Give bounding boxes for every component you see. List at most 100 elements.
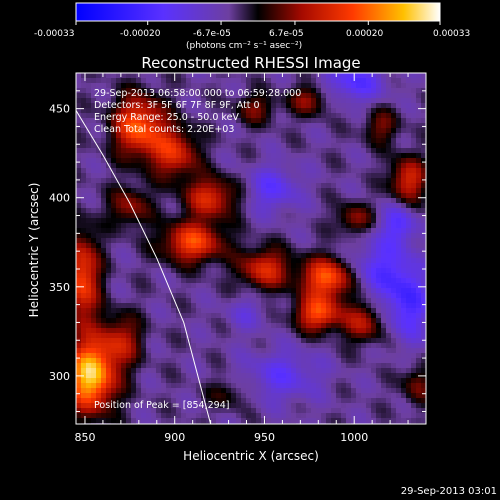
heatmap-pixel bbox=[256, 198, 261, 203]
heatmap-pixel bbox=[221, 133, 226, 138]
heatmap-pixel bbox=[301, 288, 306, 293]
heatmap-pixel bbox=[321, 413, 326, 418]
heatmap-pixel bbox=[151, 198, 156, 203]
heatmap-pixel bbox=[196, 103, 201, 108]
heatmap-pixel bbox=[346, 133, 351, 138]
heatmap-pixel bbox=[166, 208, 171, 213]
heatmap-pixel bbox=[416, 178, 421, 183]
heatmap-pixel bbox=[341, 78, 346, 83]
heatmap-pixel bbox=[181, 163, 186, 168]
heatmap-pixel bbox=[286, 228, 291, 233]
heatmap-pixel bbox=[226, 183, 231, 188]
heatmap-pixel bbox=[371, 393, 376, 398]
heatmap-pixel bbox=[211, 198, 216, 203]
heatmap-pixel bbox=[261, 413, 266, 418]
heatmap-pixel bbox=[121, 298, 126, 303]
heatmap-pixel bbox=[276, 218, 281, 223]
heatmap-pixel bbox=[396, 103, 401, 108]
heatmap-pixel bbox=[316, 368, 321, 373]
heatmap-pixel bbox=[406, 208, 411, 213]
heatmap-pixel bbox=[196, 268, 201, 273]
heatmap-pixel bbox=[346, 298, 351, 303]
heatmap-pixel bbox=[281, 388, 286, 393]
heatmap-pixel bbox=[216, 148, 221, 153]
heatmap-pixel bbox=[111, 338, 116, 343]
heatmap-pixel bbox=[386, 88, 391, 93]
heatmap-pixel bbox=[346, 313, 351, 318]
heatmap-pixel bbox=[311, 173, 316, 178]
heatmap-pixel bbox=[211, 158, 216, 163]
heatmap-pixel bbox=[166, 403, 171, 408]
heatmap-pixel bbox=[296, 328, 301, 333]
heatmap-pixel bbox=[141, 383, 146, 388]
heatmap-pixel bbox=[196, 83, 201, 88]
heatmap-pixel bbox=[421, 143, 426, 148]
heatmap-pixel bbox=[81, 388, 86, 393]
heatmap-pixel bbox=[301, 273, 306, 278]
heatmap-pixel bbox=[116, 333, 121, 338]
heatmap-pixel bbox=[146, 268, 151, 273]
heatmap-pixel bbox=[321, 353, 326, 358]
heatmap-pixel bbox=[361, 133, 366, 138]
heatmap-pixel bbox=[316, 383, 321, 388]
heatmap-pixel bbox=[306, 358, 311, 363]
heatmap-pixel bbox=[126, 253, 131, 258]
heatmap-pixel bbox=[321, 83, 326, 88]
heatmap-pixel bbox=[261, 203, 266, 208]
heatmap-pixel bbox=[126, 143, 131, 148]
heatmap-pixel bbox=[311, 148, 316, 153]
heatmap-pixel bbox=[161, 193, 166, 198]
heatmap-pixel bbox=[91, 178, 96, 183]
heatmap-pixel bbox=[311, 278, 316, 283]
heatmap-pixel bbox=[291, 198, 296, 203]
heatmap-pixel bbox=[256, 223, 261, 228]
heatmap-pixel bbox=[151, 338, 156, 343]
heatmap-pixel bbox=[261, 243, 266, 248]
heatmap-pixel bbox=[366, 103, 371, 108]
heatmap-pixel bbox=[231, 178, 236, 183]
heatmap-pixel bbox=[336, 393, 341, 398]
heatmap-pixel bbox=[266, 138, 271, 143]
heatmap-pixel bbox=[296, 303, 301, 308]
heatmap-pixel bbox=[131, 268, 136, 273]
heatmap-pixel bbox=[246, 243, 251, 248]
heatmap-pixel bbox=[341, 338, 346, 343]
heatmap-pixel bbox=[411, 348, 416, 353]
heatmap-pixel bbox=[366, 343, 371, 348]
heatmap-pixel bbox=[161, 118, 166, 123]
heatmap-pixel bbox=[421, 353, 426, 358]
heatmap-pixel bbox=[161, 78, 166, 83]
heatmap-pixel bbox=[291, 418, 296, 423]
heatmap-pixel bbox=[256, 193, 261, 198]
heatmap-pixel bbox=[116, 73, 121, 78]
heatmap-pixel bbox=[366, 83, 371, 88]
heatmap-pixel bbox=[296, 358, 301, 363]
heatmap-pixel bbox=[141, 153, 146, 158]
heatmap-pixel bbox=[411, 88, 416, 93]
heatmap-pixel bbox=[201, 303, 206, 308]
heatmap-pixel bbox=[221, 233, 226, 238]
heatmap-pixel bbox=[291, 148, 296, 153]
heatmap-pixel bbox=[236, 388, 241, 393]
heatmap-pixel bbox=[211, 348, 216, 353]
heatmap-pixel bbox=[331, 178, 336, 183]
heatmap-pixel bbox=[76, 173, 81, 178]
heatmap-pixel bbox=[221, 203, 226, 208]
heatmap-pixel bbox=[331, 328, 336, 333]
heatmap-pixel bbox=[151, 348, 156, 353]
heatmap-pixel bbox=[286, 253, 291, 258]
heatmap-pixel bbox=[91, 168, 96, 173]
heatmap-pixel bbox=[196, 213, 201, 218]
heatmap-pixel bbox=[376, 73, 381, 78]
heatmap-pixel bbox=[356, 373, 361, 378]
heatmap-pixel bbox=[246, 283, 251, 288]
heatmap-pixel bbox=[286, 233, 291, 238]
heatmap-pixel bbox=[191, 223, 196, 228]
heatmap-pixel bbox=[131, 98, 136, 103]
heatmap-pixel bbox=[96, 153, 101, 158]
heatmap-pixel bbox=[131, 183, 136, 188]
heatmap-pixel bbox=[181, 273, 186, 278]
heatmap-pixel bbox=[96, 223, 101, 228]
heatmap-pixel bbox=[111, 273, 116, 278]
heatmap-pixel bbox=[156, 303, 161, 308]
